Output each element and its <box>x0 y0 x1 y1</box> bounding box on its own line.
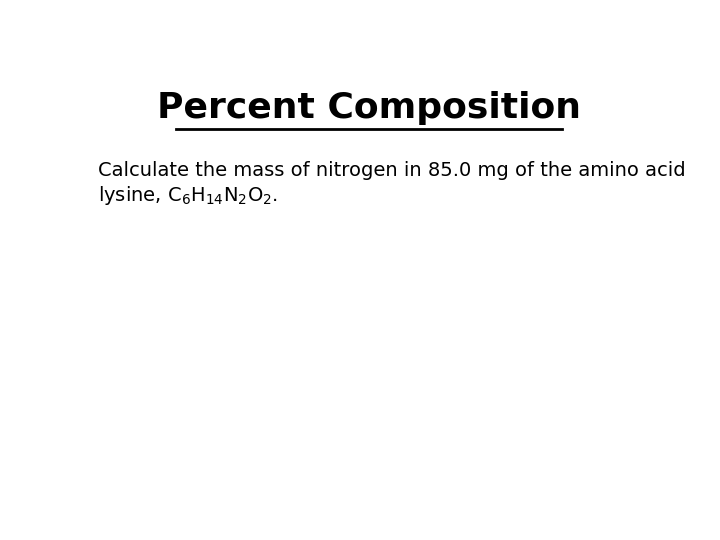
Text: Calculate the mass of nitrogen in 85.0 mg of the amino acid: Calculate the mass of nitrogen in 85.0 m… <box>99 161 686 180</box>
Text: Percent Composition: Percent Composition <box>157 91 581 125</box>
Text: lysine, $\mathregular{C_6H_{14}N_2O_2}$.: lysine, $\mathregular{C_6H_{14}N_2O_2}$. <box>99 184 279 207</box>
